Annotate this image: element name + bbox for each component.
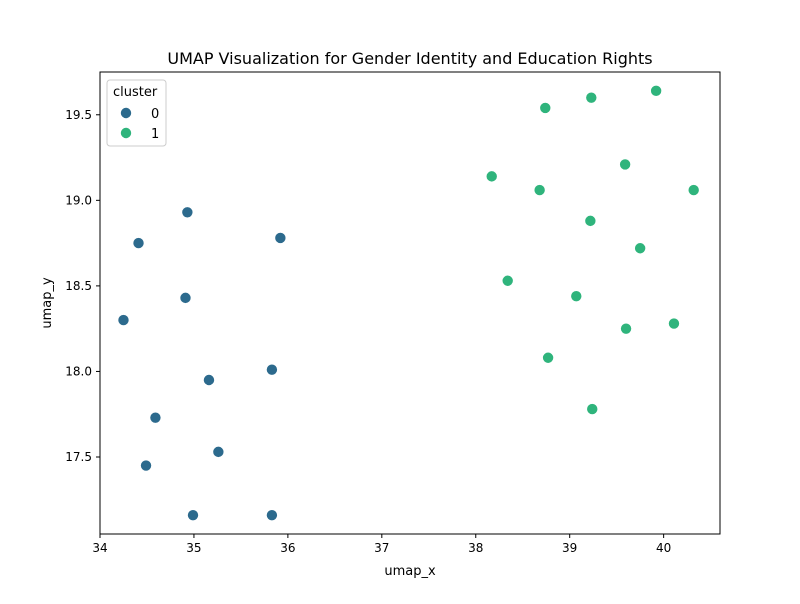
legend-items: 01: [120, 107, 159, 142]
y-tick-label: 18.5: [65, 279, 92, 293]
legend-label-cluster-1: 1: [151, 127, 159, 142]
cluster-0-point: [117, 314, 130, 327]
cluster-1-point: [650, 84, 663, 97]
cluster-0-point: [202, 373, 215, 386]
cluster-0-point: [265, 363, 278, 376]
cluster-1-point: [620, 322, 633, 335]
y-tick-label: 19.0: [65, 193, 92, 207]
data-points: [117, 84, 700, 522]
plot-area: 34 35 36 37 38 39 40 17.5 18.0 18.5 19.0 19.5: [65, 71, 721, 555]
y-axis-label: umap_y: [40, 277, 55, 329]
y-axis-ticks: 17.5 18.0 18.5 19.0 19.5: [65, 108, 100, 464]
cluster-1-point: [570, 290, 583, 303]
cluster-1-point: [619, 158, 632, 171]
cluster-0-point: [132, 237, 145, 250]
x-tick-label: 34: [92, 541, 107, 555]
cluster-1-point: [539, 101, 552, 114]
x-axis-ticks: 34 35 36 37 38 39 40: [92, 534, 671, 555]
axes-frame: [99, 71, 721, 535]
chart-title: UMAP Visualization for Gender Identity a…: [167, 49, 652, 68]
x-axis-label: umap_x: [384, 564, 436, 579]
cluster-0-point: [140, 459, 153, 472]
cluster-0-point: [179, 291, 192, 304]
cluster-0-point: [149, 411, 162, 424]
legend-title: cluster: [113, 85, 158, 100]
x-tick-label: 39: [562, 541, 577, 555]
legend: cluster 01: [106, 79, 167, 147]
cluster-0-point: [212, 445, 225, 458]
legend-marker-cluster-0: [120, 107, 133, 120]
x-tick-label: 38: [468, 541, 483, 555]
cluster-1-point: [586, 403, 599, 416]
cluster-1-point: [533, 184, 546, 197]
y-tick-label: 17.5: [65, 450, 92, 464]
legend-label-cluster-0: 0: [151, 107, 159, 122]
y-tick-label: 18.0: [65, 364, 92, 378]
y-tick-label: 19.5: [65, 108, 92, 122]
x-tick-label: 37: [374, 541, 389, 555]
cluster-1-point: [634, 242, 647, 255]
cluster-1-point: [542, 351, 555, 364]
cluster-1-point: [667, 317, 680, 330]
cluster-0-point: [181, 206, 194, 219]
cluster-1-point: [501, 274, 514, 287]
x-tick-label: 35: [186, 541, 201, 555]
cluster-1-point: [584, 214, 597, 227]
cluster-1-point: [687, 184, 700, 197]
cluster-1-point: [585, 91, 598, 104]
cluster-0-point: [274, 231, 287, 244]
x-tick-label: 40: [656, 541, 671, 555]
cluster-0-point: [265, 509, 278, 522]
legend-marker-cluster-1: [120, 127, 133, 140]
cluster-1-point: [485, 170, 498, 183]
cluster-0-point: [186, 509, 199, 522]
x-tick-label: 36: [280, 541, 295, 555]
